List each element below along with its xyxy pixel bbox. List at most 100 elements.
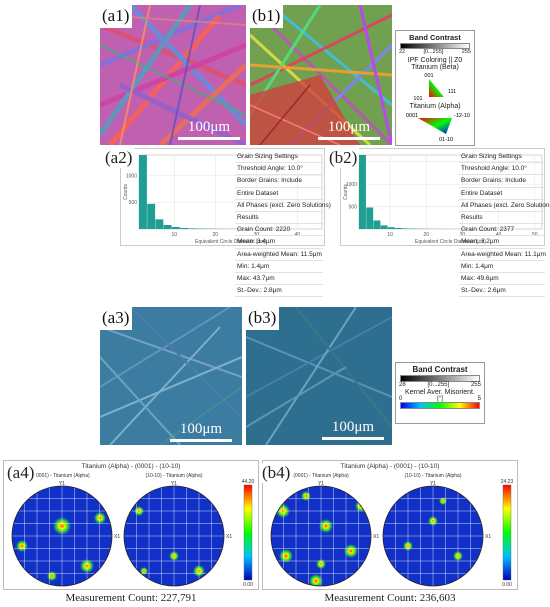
pole-figure-outline [123, 485, 225, 587]
histogram-bar [147, 203, 156, 229]
band-contrast-max: 255 [470, 382, 481, 388]
histogram-bar [155, 219, 164, 229]
axis-y-label: Y1 [59, 481, 65, 487]
scale-bar-label: 100μm [327, 119, 371, 135]
scale-bar-label: 100μm [179, 421, 223, 437]
panel-label-b1: (b1) [250, 5, 284, 28]
pole-density-spot [140, 567, 148, 575]
kam-map-a3: (a3) 100μm [100, 307, 242, 445]
y-axis-label: Counts [123, 184, 129, 200]
y-tick-label: 1000 [346, 182, 357, 188]
histogram-a2-plot: 500 1000 10 20 30 40 Equivalent Circle Diamete… [123, 154, 323, 245]
beta-label-101: 101 [413, 96, 422, 101]
pole-density-spot [301, 491, 311, 501]
grain-stat-row: St.-Dev.: 2.8μm [235, 285, 323, 298]
pole-density-spot [344, 544, 358, 558]
grain-stat-row: Mean: 3.2μm [459, 236, 545, 249]
axis-x-label: X1 [373, 534, 379, 540]
colorbar-max: 44.20 [242, 479, 255, 485]
x-tick-label: 20 [213, 232, 219, 238]
ipf-map-b1: (b1) 100μm [250, 5, 392, 145]
beta-title: Titanium (Beta) [411, 64, 459, 71]
band-contrast-colorbar [400, 43, 470, 49]
alpha-label-01-10: 01-10 [439, 137, 453, 142]
histogram-bar [359, 155, 366, 229]
beta-label-001: 001 [424, 73, 433, 79]
axis-y-label: Y1 [430, 481, 436, 487]
grain-stat-row: Results [459, 212, 545, 225]
scale-bar-line [170, 439, 232, 442]
scale-bar-label: 100μm [331, 419, 375, 435]
pole-figure-a4-plot: (0001) - Titanium (Alpha) Y1 X1 (10-10) - T… [11, 473, 255, 588]
kam-unit: [°] [437, 396, 443, 402]
band-contrast-title: Band Contrast [412, 365, 468, 374]
panel-label-b2: (b2) [327, 148, 360, 168]
grain-stat-row: Border Grains: Include [459, 175, 545, 188]
x-tick-label: 50 [532, 232, 538, 238]
grain-stat-row: Mean: 3.4μm [235, 236, 323, 249]
ipf-map-a1-image [100, 5, 246, 145]
ipf-legend: Band Contrast 22 [0...255] 255 IPF Color… [395, 30, 475, 146]
intensity-colorbar [502, 484, 512, 581]
band-contrast-min: 28 [399, 382, 406, 388]
histogram-bar [402, 228, 410, 229]
ipf-map-b1-image [250, 5, 392, 145]
grain-stat-row: Grain Count: 2377 [459, 224, 545, 237]
band-contrast-max: 255 [461, 49, 471, 55]
pole-figure-subtitle: (10-10) - Titanium (Alpha) [146, 473, 203, 479]
pole-figure-outline [11, 485, 113, 587]
scale-bar-a1: 100μm [178, 119, 240, 140]
y-axis-label: Counts [343, 184, 349, 200]
colorbar-min: 0.00 [243, 582, 253, 588]
y-tick-label: 500 [349, 205, 358, 211]
pole-density-spot [47, 571, 57, 581]
grain-stat-row: Min: 1.4μm [235, 261, 323, 274]
scale-bar-line [322, 437, 384, 440]
x-tick-label: 40 [295, 232, 301, 238]
histogram-bar [373, 220, 381, 229]
axis-x-label: X1 [485, 534, 491, 540]
pole-figure-disc [124, 486, 224, 586]
scale-bar-a3: 100μm [170, 421, 232, 442]
x-axis-label: Equivalent Circle Diameter (μm) [415, 239, 486, 245]
pole-figure-disc [12, 486, 112, 586]
histogram-bar [387, 227, 395, 229]
kam-colorbar [400, 402, 480, 409]
grain-stat-row: Threshold Angle: 10.0° [459, 163, 545, 176]
grain-stats-b2: Grain Sizing Settings Threshold Angle: 10… [459, 151, 550, 298]
pole-density-spot [94, 512, 106, 524]
grain-stat-row: St.-Dev.: 2.6μm [459, 285, 545, 298]
plot-area [358, 154, 543, 230]
colorbar-min: 0.00 [502, 582, 512, 588]
grain-stat-row: Threshold Angle: 10.0° [235, 163, 323, 176]
plot-area [138, 154, 323, 230]
x-tick-label: 30 [254, 232, 260, 238]
scale-bar-b1: 100μm [318, 119, 380, 140]
grain-stat-row: Entire Dataset [459, 188, 545, 200]
grain-stat-row: Max: 49.6μm [459, 273, 545, 286]
pole-density-spot [309, 574, 323, 586]
histogram-bar [139, 155, 147, 229]
grain-stat-row: Max: 43.7μm [235, 273, 323, 286]
x-axis-label: Equivalent Circle Diameter (μm) [195, 239, 266, 245]
pole-density-spot [439, 497, 447, 505]
kam-map-b3: (b3) 100μm [246, 307, 392, 445]
pole-figure-subtitle: (0001) - Titanium (Alpha) [34, 473, 90, 479]
x-tick-label: 20 [423, 232, 429, 238]
histogram-bar [395, 228, 403, 229]
measurement-count-b4: Measurement Count: 236,603 [324, 592, 456, 604]
alpha-label-0001: 0001 [406, 113, 418, 119]
kam-min: 0 [399, 396, 403, 402]
histogram-bar [171, 226, 180, 229]
panel-label-a4: (a4) [5, 463, 37, 483]
histogram-bar [366, 207, 374, 229]
grain-stat-row: All Phases (excl. Zero Solutions) [235, 200, 331, 213]
x-tick-label: 10 [172, 232, 178, 238]
grain-stat-row: Entire Dataset [235, 188, 323, 200]
histogram-bar [188, 228, 197, 229]
pole-density-spot [16, 540, 28, 552]
panel-label-b4: (b4) [260, 463, 293, 483]
grain-stat-row: Area-weighted Mean: 11.5μm [235, 249, 323, 261]
band-contrast-range: [0...255] [423, 49, 444, 55]
pole-figure-disc [383, 486, 483, 586]
